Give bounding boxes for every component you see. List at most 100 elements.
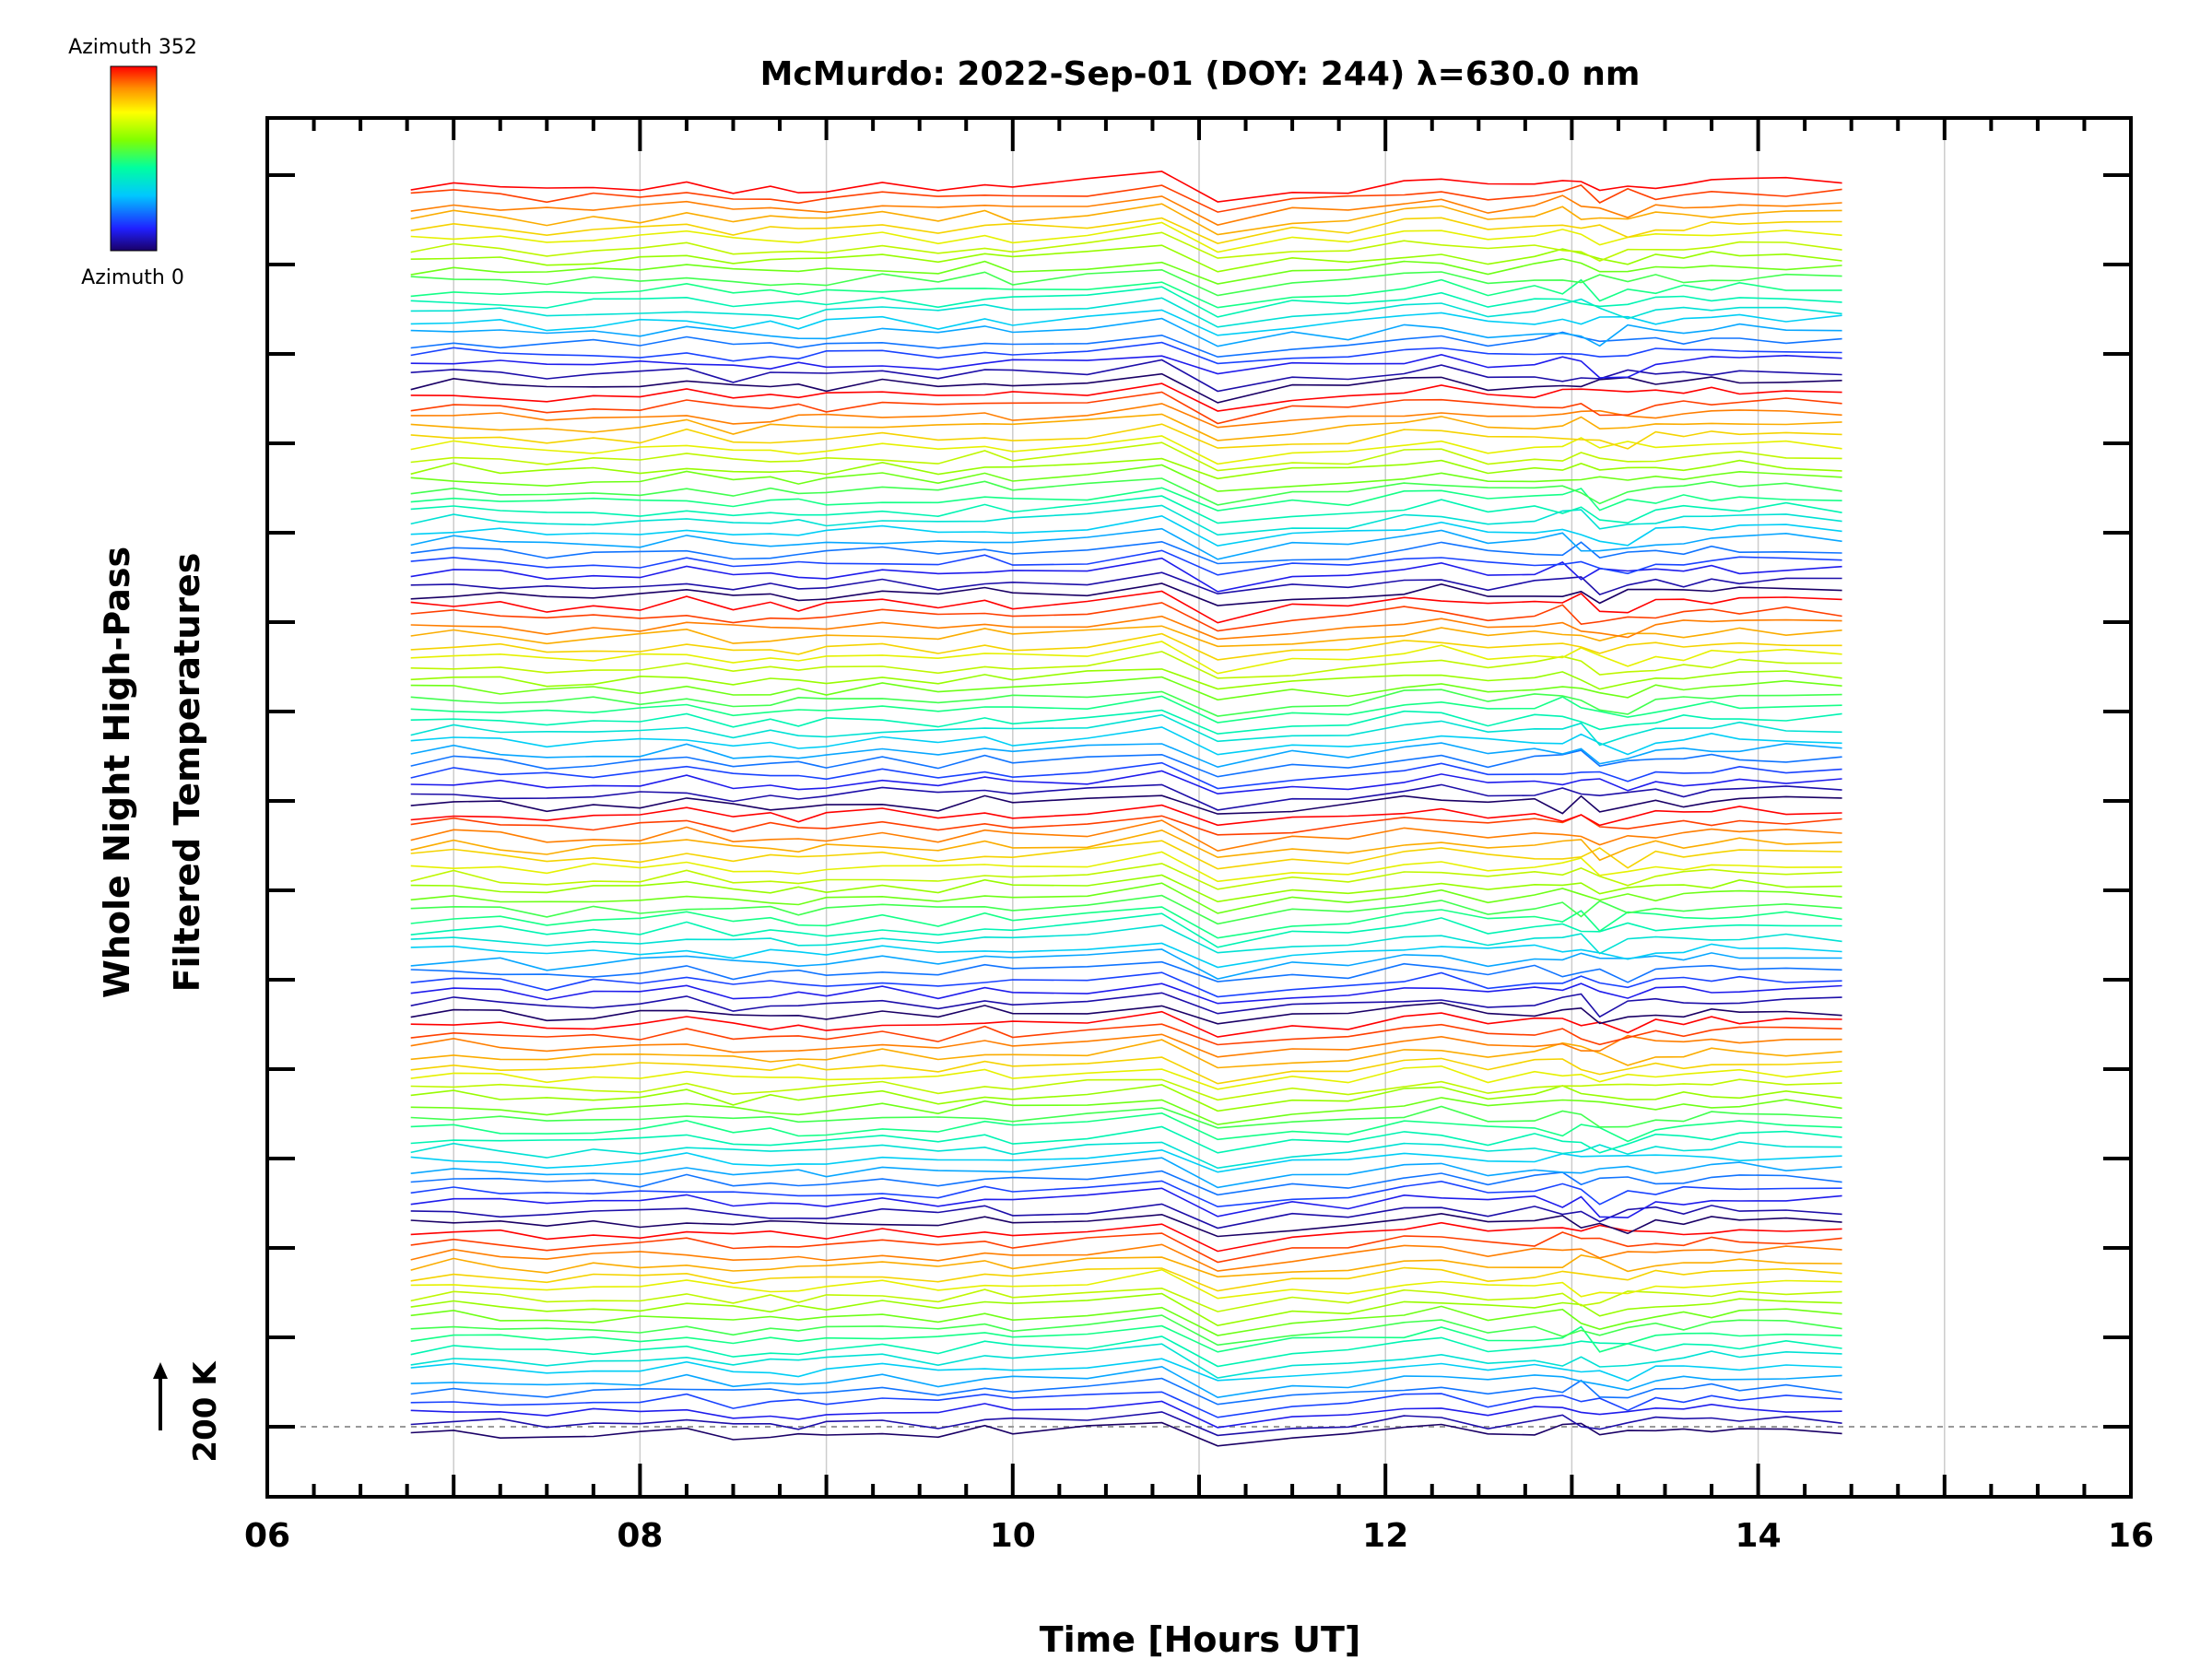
azimuth-trace	[410, 1148, 1842, 1173]
azimuth-trace	[410, 372, 1842, 404]
azimuth-trace	[410, 874, 1842, 903]
azimuth-trace	[410, 1097, 1842, 1125]
azimuth-trace	[410, 359, 1842, 393]
colorbar-top-label: Azimuth 352	[68, 36, 197, 59]
azimuth-trace	[410, 1324, 1842, 1353]
azimuth-trace	[410, 341, 1842, 365]
x-tick-label: 12	[1362, 1517, 1408, 1555]
azimuth-trace	[410, 217, 1842, 244]
azimuth-trace	[410, 441, 1842, 472]
azimuth-trace	[410, 1157, 1842, 1189]
azimuth-trace	[410, 1002, 1842, 1025]
colorbar-gradient	[110, 65, 158, 252]
azimuth-trace	[410, 1335, 1842, 1368]
azimuth-trace	[410, 221, 1842, 253]
azimuth-trace	[410, 1187, 1842, 1218]
azimuth-trace	[410, 297, 1842, 328]
azimuth-trace	[410, 783, 1842, 811]
azimuth-trace	[410, 317, 1842, 347]
azimuth-trace	[410, 894, 1842, 925]
azimuth-trace	[410, 194, 1842, 226]
azimuth-trace	[410, 504, 1842, 536]
azimuth-trace	[410, 590, 1842, 624]
azimuth-trace	[410, 982, 1842, 1005]
azimuth-trace	[410, 309, 1842, 336]
azimuth-trace	[410, 942, 1842, 969]
azimuth-trace	[410, 268, 1842, 297]
azimuth-trace	[410, 286, 1842, 318]
azimuth-trace	[410, 183, 1842, 213]
y-axis-label-line1: Whole Night High-Pass	[97, 547, 137, 998]
azimuth-trace	[410, 477, 1842, 506]
azimuth-trace	[410, 749, 1842, 778]
azimuth-trace	[410, 1033, 1842, 1058]
azimuth-trace	[410, 840, 1842, 870]
axis-ticks	[265, 118, 2133, 1497]
azimuth-trace	[410, 435, 1842, 465]
x-tick-label: 08	[617, 1517, 663, 1555]
azimuth-trace	[410, 353, 1842, 379]
azimuth-trace	[410, 1065, 1842, 1090]
azimuth-trace	[410, 1287, 1842, 1312]
azimuth-trace	[410, 1391, 1842, 1418]
azimuth-trace	[410, 413, 1842, 441]
azimuth-trace	[410, 709, 1842, 735]
x-tick-label: 06	[244, 1517, 290, 1555]
azimuth-trace	[410, 1125, 1842, 1154]
azimuth-trace	[410, 1010, 1842, 1038]
azimuth-trace	[410, 770, 1842, 795]
azimuth-trace	[410, 1056, 1842, 1085]
azimuth-trace	[410, 457, 1842, 480]
azimuth-trace	[410, 1180, 1842, 1208]
azimuth-trace	[410, 231, 1842, 262]
azimuth-trace	[410, 487, 1842, 512]
azimuth-trace	[410, 1084, 1842, 1112]
azimuth-trace	[410, 1141, 1842, 1170]
azimuth-trace	[410, 761, 1842, 790]
azimuth-trace	[410, 571, 1842, 596]
azimuth-trace	[410, 1039, 1842, 1069]
azimuth-trace	[410, 1358, 1842, 1382]
azimuth-trace	[410, 641, 1842, 675]
azimuth-trace	[410, 244, 1842, 273]
azimuth-trace	[410, 1112, 1842, 1143]
azimuth-trace	[410, 1078, 1842, 1101]
azimuth-trace	[410, 527, 1842, 560]
azimuth-trace	[410, 924, 1842, 955]
azimuth-trace	[410, 423, 1842, 450]
azimuth-trace	[410, 582, 1842, 606]
temperature-traces	[410, 171, 1842, 1447]
scale-arrow-head	[153, 1362, 168, 1379]
azimuth-trace	[410, 971, 1842, 998]
colorbar-bottom-label: Azimuth 0	[81, 266, 184, 289]
azimuth-trace	[410, 1023, 1842, 1046]
azimuth-trace	[410, 1266, 1842, 1292]
azimuth-trace	[410, 794, 1842, 815]
azimuth-trace	[410, 676, 1842, 701]
azimuth-trace	[410, 819, 1842, 853]
azimuth-trace	[410, 804, 1842, 827]
azimuth-trace	[410, 331, 1842, 359]
azimuth-trace	[410, 651, 1842, 679]
azimuth-trace	[410, 1243, 1842, 1272]
azimuth-trace	[410, 464, 1842, 492]
azimuth-trace	[410, 1343, 1842, 1379]
azimuth-trace	[410, 495, 1842, 524]
azimuth-trace	[410, 695, 1842, 724]
azimuth-trace	[410, 1268, 1842, 1300]
chart-title: McMurdo: 2022-Sep-01 (DOY: 244) λ=630.0 …	[760, 55, 1641, 93]
azimuth-trace	[410, 1314, 1842, 1347]
azimuth-trace	[410, 829, 1842, 862]
azimuth-trace	[410, 992, 1842, 1018]
azimuth-trace	[410, 726, 1842, 756]
azimuth-trace	[410, 171, 1842, 203]
azimuth-trace	[410, 203, 1842, 236]
azimuth-trace	[410, 1421, 1842, 1447]
azimuth-trace	[410, 1203, 1842, 1230]
azimuth-trace	[410, 625, 1842, 648]
azimuth-trace	[410, 403, 1842, 429]
azimuth-trace	[410, 1231, 1842, 1264]
azimuth-trace	[410, 258, 1842, 285]
x-tick-label: 16	[2108, 1517, 2154, 1555]
